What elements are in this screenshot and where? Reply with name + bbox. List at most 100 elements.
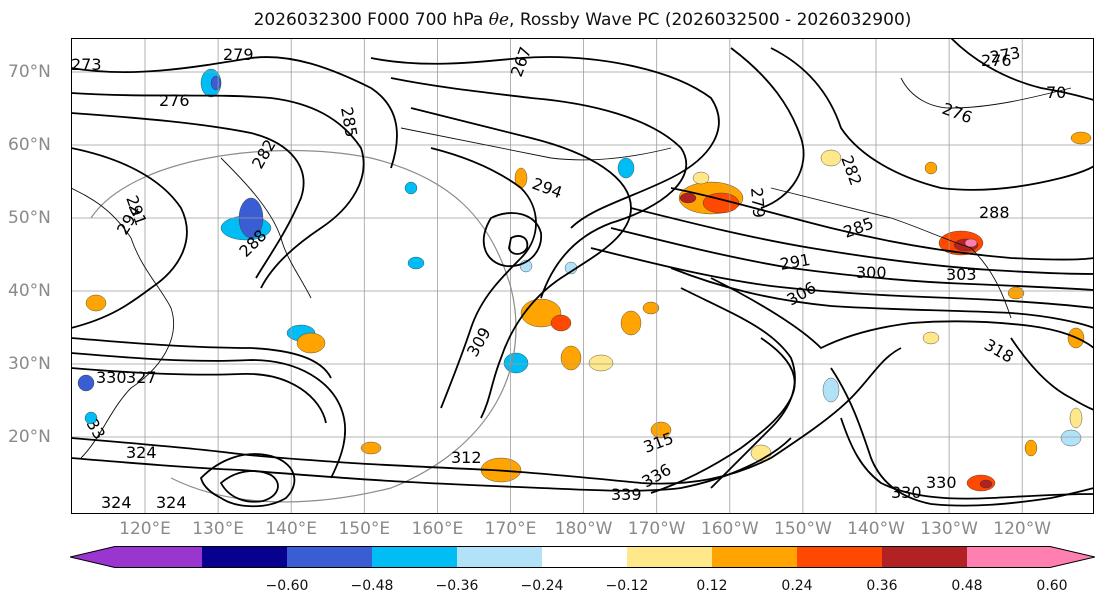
- contour-label: 330: [96, 368, 127, 387]
- anomaly-patch: [822, 377, 840, 403]
- anomaly-patch: [1069, 407, 1083, 429]
- contour-label: 276: [981, 51, 1012, 70]
- colorbar-tick-label: 0.24: [781, 578, 813, 594]
- anomaly-patch: [404, 181, 418, 195]
- contour-label: 267: [507, 44, 535, 79]
- great-circle-arcs: [90, 149, 517, 503]
- colorbar-segment: [712, 546, 798, 568]
- lon-label: 180°W: [554, 519, 613, 539]
- anomaly-patch: [210, 75, 222, 91]
- contour-label: 309: [463, 324, 495, 360]
- colorbar-tick-label: −0.60: [265, 578, 309, 594]
- colorbar-segment: [882, 546, 968, 568]
- lon-label: 170°W: [627, 519, 686, 539]
- lon-label: 150°W: [774, 519, 832, 539]
- contour-label: 330: [891, 483, 922, 502]
- lat-label: 30°N: [8, 354, 51, 374]
- lon-label: 130°W: [920, 519, 978, 539]
- contour-label: 276: [159, 91, 190, 110]
- colorbar-tick-label: −0.36: [435, 578, 479, 594]
- contour-label: 330: [926, 473, 957, 492]
- anomaly-patch: [1060, 429, 1082, 447]
- anomaly-patch: [85, 294, 107, 312]
- contour-label: 294: [530, 174, 565, 202]
- lat-label: 20°N: [8, 427, 51, 447]
- anomaly-patch: [588, 354, 614, 372]
- contour-label: 324: [101, 493, 132, 512]
- colorbar-segment: [372, 546, 458, 568]
- lon-label: 160°E: [411, 519, 464, 539]
- contour-label: 324: [126, 443, 157, 462]
- colorbar-extend-low: [70, 546, 202, 568]
- colorbar: [70, 546, 1095, 568]
- lon-label: 160°W: [700, 519, 759, 539]
- lat-lon-gridlines: [71, 38, 1094, 514]
- anomaly-patch: [692, 171, 710, 185]
- plot-title: 2026032300 F000 700 hPa θe, Rossby Wave …: [253, 10, 912, 30]
- theta-e-anomaly-shading: [77, 68, 1092, 492]
- colorbar-tick-label: 0.48: [951, 578, 983, 594]
- contour-label: 327: [126, 368, 157, 387]
- anomaly-patch: [650, 421, 672, 439]
- anomaly-patch: [503, 352, 529, 374]
- contour-label: 303: [946, 265, 977, 284]
- colorbar-tick-label: 0.12: [696, 578, 728, 594]
- colorbar-segment: [542, 546, 628, 568]
- contour-label: 324: [156, 493, 187, 512]
- anomaly-patch: [964, 238, 978, 248]
- coastlines: [71, 77, 1072, 459]
- lat-label: 70°N: [8, 62, 51, 82]
- lon-label: 140°W: [847, 519, 905, 539]
- contour-label: 285: [337, 105, 361, 138]
- contour-label: 279: [747, 187, 769, 219]
- anomaly-patch: [560, 345, 582, 371]
- colorbar-tick-label: −0.48: [350, 578, 394, 594]
- colorbar-tick-label: 0.36: [866, 578, 898, 594]
- anomaly-patch: [77, 374, 95, 392]
- colorbar-segment: [627, 546, 713, 568]
- lat-label: 50°N: [8, 208, 51, 228]
- anomaly-patch: [924, 161, 938, 175]
- anomaly-patch: [296, 332, 326, 354]
- colorbar-tick-label: 0.60: [1036, 578, 1068, 594]
- colorbar-segment: [202, 546, 288, 568]
- anomaly-patch: [1007, 286, 1025, 300]
- anomaly-patch: [1070, 131, 1092, 145]
- contour-label: 273: [71, 55, 102, 74]
- contour-label: 288: [979, 203, 1010, 222]
- theta-e-contours: [71, 38, 1094, 508]
- lat-label: 60°N: [8, 135, 51, 155]
- colorbar-extend-high: [967, 546, 1095, 568]
- anomaly-patch: [979, 479, 993, 489]
- anomaly-patch: [407, 256, 425, 270]
- lat-label: 40°N: [8, 281, 51, 301]
- lon-label: 120°E: [119, 519, 171, 539]
- colorbar-segment: [797, 546, 883, 568]
- contour-label: 339: [611, 485, 642, 504]
- anomaly-patch: [642, 301, 660, 315]
- anomaly-patch: [820, 149, 842, 167]
- contour-label: 282: [837, 153, 865, 188]
- lon-label: 140°E: [265, 519, 318, 539]
- anomaly-patch: [550, 314, 572, 332]
- colorbar-segment: [457, 546, 543, 568]
- contour-label: 315: [641, 428, 676, 456]
- contour-label: 300: [856, 263, 887, 282]
- colorbar-tick-label: −0.24: [520, 578, 564, 594]
- lon-label: 150°E: [338, 519, 391, 539]
- anomaly-patch: [617, 157, 635, 179]
- contour-label: 279: [223, 45, 254, 64]
- anomaly-patch: [1024, 439, 1038, 457]
- anomaly-patch: [620, 310, 642, 336]
- anomaly-patch: [922, 331, 940, 345]
- anomaly-patch: [360, 441, 382, 455]
- lon-label: 170°E: [484, 519, 537, 539]
- colorbar-segment: [287, 546, 373, 568]
- colorbar-tick-label: −0.12: [605, 578, 649, 594]
- anomaly-patch: [679, 192, 697, 204]
- lon-label: 120°W: [993, 519, 1052, 539]
- contour-label: 70: [1046, 83, 1066, 102]
- anomaly-patch: [84, 411, 98, 425]
